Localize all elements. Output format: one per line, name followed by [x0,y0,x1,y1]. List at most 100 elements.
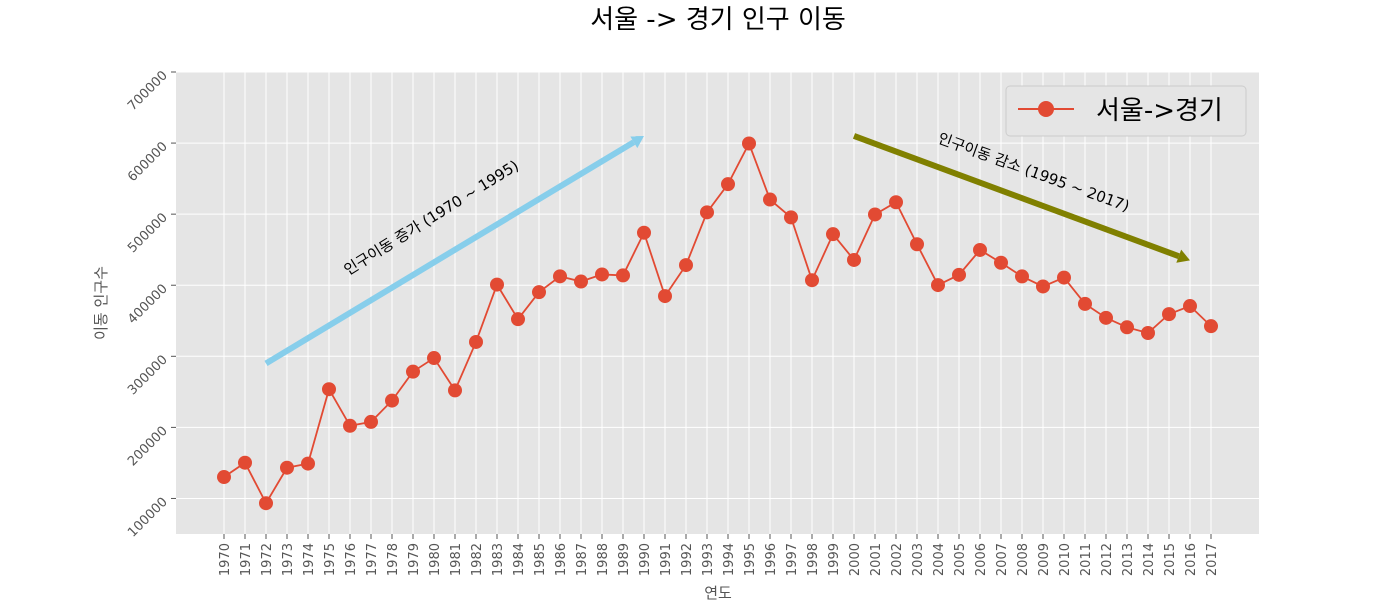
legend-box [1005,85,1247,137]
x-tick-label: 1975 [323,543,338,576]
data-point [847,252,861,267]
decrease-arrow-head [1176,249,1190,263]
data-point [364,414,378,429]
x-tick-label: 1972 [260,543,275,576]
x-tick-label: 1986 [554,543,569,576]
x-tick-label: 1978 [386,543,401,576]
x-tick-label: 1982 [470,543,485,576]
y-tick-label: 100000 [125,495,171,541]
data-point [679,258,693,273]
x-tick-label: 2000 [848,543,863,576]
data-point [343,418,357,433]
data-point [406,364,420,379]
data-point [532,285,546,300]
x-tick-label: 2006 [974,543,989,576]
data-point [826,227,840,242]
x-tick-label: 1980 [428,543,443,576]
data-point [637,225,651,240]
y-tick-label: 600000 [125,139,171,185]
x-tick-label: 2009 [1037,543,1052,576]
data-point [1162,307,1176,322]
data-point [658,289,672,304]
data-point [994,255,1008,270]
data-point [1036,279,1050,294]
data-point [868,207,882,222]
data-point [952,267,966,282]
data-point [931,278,945,293]
x-tick-label: 1999 [827,543,842,576]
decrease-arrow-shaft [852,133,1180,260]
x-tick-label: 1985 [533,543,548,576]
data-point [742,136,756,151]
x-tick-label: 2013 [1121,543,1136,576]
x-tick-label: 2001 [869,543,884,576]
x-tick-label: 1976 [344,543,359,576]
y-tick-label: 200000 [125,424,171,470]
x-tick-label: 2002 [890,543,905,576]
y-tick-label: 400000 [125,281,171,327]
x-tick-label: 2011 [1079,543,1094,576]
data-point [910,237,924,252]
data-point [469,334,483,349]
increase-arrow-shaft [264,139,636,366]
y-tick-label: 700000 [125,68,171,114]
y-axis-label: 이동 인구수 [92,266,110,340]
x-tick-label: 1987 [575,543,590,576]
data-point [973,242,987,257]
data-point [238,455,252,470]
plot-background [176,72,1259,534]
data-point [280,460,294,475]
x-tick-label: 2008 [1016,543,1031,576]
data-point [595,267,609,282]
x-tick-label: 1981 [449,543,464,576]
x-tick-label: 1991 [659,543,674,576]
x-tick-label: 1984 [512,543,527,576]
x-tick-label: 1977 [365,543,380,576]
legend-label: 서울->경기 [1096,96,1223,126]
x-tick-label: 2005 [953,543,968,576]
x-tick-label: 1993 [701,543,716,576]
x-tick-label: 2003 [911,543,926,576]
x-tick-label: 2017 [1205,543,1220,576]
x-tick-label: 1997 [785,543,800,576]
increase-arrow-head [630,135,644,149]
data-point [1057,270,1071,285]
legend-marker [1038,101,1054,117]
x-tick-label: 2014 [1142,543,1157,576]
x-tick-label: 2016 [1184,543,1199,576]
legend: 서울->경기 [1005,85,1247,137]
x-tick-label: 2010 [1058,543,1073,576]
x-tick-label: 2015 [1163,543,1178,576]
data-point [490,277,504,292]
data-point [1120,320,1134,335]
x-tick-label: 1974 [302,543,317,576]
x-tick-label: 1998 [806,543,821,576]
x-tick-label: 2012 [1100,543,1115,576]
x-tick-label: 1990 [638,543,653,576]
data-point [322,382,336,397]
x-tick-label: 1996 [764,543,779,576]
data-point [574,274,588,289]
data-point [217,470,231,485]
plot-area: 1970 1971 1972 1973 1974 1975 1976 1977 1978 1979… [125,68,1259,576]
data-point [805,273,819,288]
x-tick-label: 1971 [239,543,254,576]
x-tick-label: 1989 [617,543,632,576]
x-tick-label: 1979 [407,543,422,576]
data-point [259,496,273,511]
x-tick-label: 1983 [491,543,506,576]
x-tick-label: 1970 [218,543,233,576]
x-tick-label: 1994 [722,543,737,576]
data-point [889,195,903,210]
y-tick-label: 500000 [125,210,171,256]
data-point [385,393,399,408]
x-tick-label: 1988 [596,543,611,576]
data-point [448,383,462,398]
data-point [553,269,567,284]
x-tick-label: 1973 [281,543,296,576]
x-axis-label: 연도 [704,584,732,600]
x-tick-label: 2007 [995,543,1010,576]
data-point [1015,269,1029,284]
data-point [721,177,735,192]
